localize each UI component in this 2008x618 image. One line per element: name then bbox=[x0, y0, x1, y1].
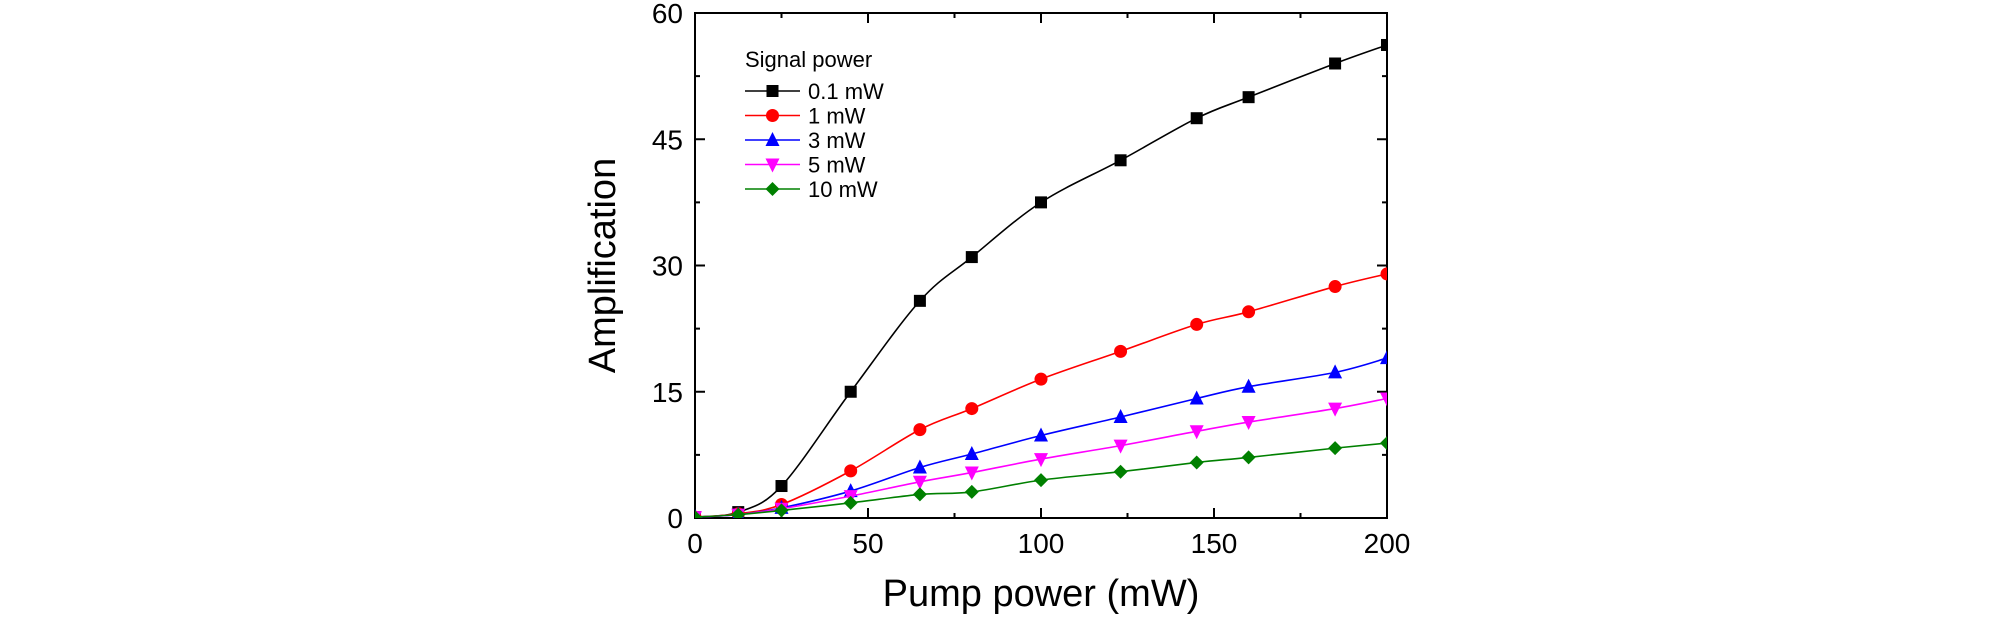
x-tick-label: 0 bbox=[687, 528, 703, 559]
data-point-1-mw bbox=[1190, 317, 1204, 331]
data-point-5-mw bbox=[1034, 453, 1048, 468]
data-point-3-mw bbox=[1113, 409, 1128, 423]
y-tick-label: 15 bbox=[652, 377, 683, 408]
x-tick-label: 150 bbox=[1191, 528, 1238, 559]
plot-frame bbox=[694, 12, 1388, 519]
x-tick-label: 200 bbox=[1364, 528, 1411, 559]
data-point-5-mw bbox=[1189, 425, 1204, 440]
data-point-5-mw bbox=[964, 466, 979, 481]
data-point-3-mw bbox=[1189, 390, 1204, 405]
data-point-0-1-mw bbox=[913, 294, 926, 307]
legend-marker bbox=[765, 158, 780, 173]
data-point-5-mw bbox=[1328, 402, 1343, 417]
data-point-10-mw bbox=[843, 495, 858, 510]
legend-item-10-mw: 10 mW bbox=[745, 177, 878, 202]
data-point-1-mw bbox=[965, 402, 979, 416]
legend-marker bbox=[766, 109, 779, 122]
y-tick-label: 0 bbox=[667, 503, 683, 534]
legend-label: 3 mW bbox=[808, 128, 866, 153]
legend-item-3-mw: 3 mW bbox=[745, 128, 866, 153]
data-point-10-mw bbox=[695, 510, 702, 518]
legend-item-1-mw: 1 mW bbox=[745, 104, 866, 129]
data-point-10-mw bbox=[964, 484, 979, 499]
data-point-3-mw bbox=[1241, 378, 1256, 393]
x-tick-label: 100 bbox=[1018, 528, 1065, 559]
data-point-3-mw bbox=[1328, 364, 1343, 379]
data-point-10-mw bbox=[912, 487, 927, 502]
data-point-0-1-mw bbox=[1329, 57, 1342, 70]
plot-area: 0 50 100 150 200 0 15 30 45 60 Signal power 0.1 m… bbox=[652, 0, 1411, 559]
legend-item-5-mw: 5 mW bbox=[745, 153, 866, 178]
y-tick-label: 60 bbox=[652, 0, 683, 29]
data-point-5-mw bbox=[1380, 392, 1387, 407]
legend-label: 0.1 mW bbox=[808, 79, 884, 104]
data-point-1-mw bbox=[1114, 344, 1128, 358]
data-point-1-mw bbox=[1328, 280, 1342, 294]
data-point-3-mw bbox=[964, 446, 979, 461]
data-point-5-mw bbox=[1241, 416, 1256, 431]
data-point-10-mw bbox=[774, 503, 789, 518]
legend-label: 5 mW bbox=[808, 153, 866, 178]
axis-ticks: 0 50 100 150 200 0 15 30 45 60 bbox=[652, 0, 1411, 559]
data-point-10-mw bbox=[1380, 436, 1387, 451]
legend-title: Signal power bbox=[745, 47, 872, 72]
data-point-3-mw bbox=[912, 459, 927, 474]
data-point-0-1-mw bbox=[775, 480, 788, 493]
legend-marker bbox=[766, 85, 779, 97]
data-point-0-1-mw bbox=[1114, 154, 1127, 167]
data-point-0-1-mw bbox=[1035, 196, 1047, 209]
data-point-10-mw bbox=[1034, 473, 1048, 488]
data-point-1-mw bbox=[844, 464, 858, 478]
data-point-5-mw bbox=[912, 475, 927, 490]
data-point-1-mw bbox=[1380, 267, 1387, 281]
data-point-10-mw bbox=[731, 507, 746, 518]
data-point-0-1-mw bbox=[844, 385, 857, 398]
series-0-1-mw bbox=[695, 38, 1387, 518]
data-point-1-mw bbox=[1242, 305, 1256, 319]
series-10-mw bbox=[695, 436, 1387, 518]
data-point-3-mw bbox=[1380, 350, 1387, 365]
data-point-10-mw bbox=[1328, 441, 1343, 456]
data-point-0-1-mw bbox=[1190, 112, 1203, 125]
data-point-10-mw bbox=[1113, 464, 1128, 479]
data-point-0-1-mw bbox=[1242, 91, 1255, 104]
y-axis-label: Amplification bbox=[582, 158, 624, 373]
data-point-0-1-mw bbox=[1381, 38, 1387, 51]
series-group bbox=[695, 38, 1387, 518]
data-point-1-mw bbox=[1034, 372, 1048, 386]
legend-marker bbox=[765, 132, 780, 146]
y-tick-label: 45 bbox=[652, 124, 683, 155]
x-tick-label: 50 bbox=[852, 528, 883, 559]
data-point-10-mw bbox=[1241, 450, 1256, 465]
data-point-0-1-mw bbox=[965, 251, 978, 264]
data-point-3-mw bbox=[1034, 427, 1048, 442]
data-point-1-mw bbox=[913, 423, 927, 437]
y-tick-label: 30 bbox=[652, 251, 683, 282]
legend-label: 10 mW bbox=[808, 177, 878, 202]
x-axis-label: Pump power (mW) bbox=[883, 573, 1200, 615]
data-point-5-mw bbox=[1113, 439, 1128, 454]
legend-item-0-1-mw: 0.1 mW bbox=[745, 79, 884, 104]
legend-marker bbox=[765, 182, 780, 196]
data-point-10-mw bbox=[1189, 455, 1204, 470]
legend-label: 1 mW bbox=[808, 104, 866, 129]
